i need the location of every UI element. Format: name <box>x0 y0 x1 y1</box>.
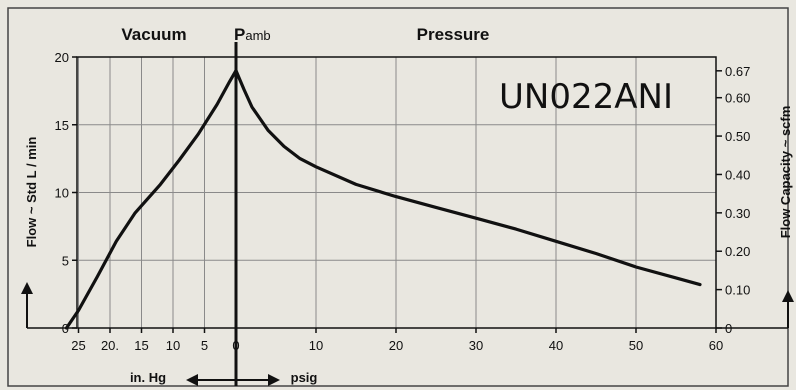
header-pamb: Pamb <box>234 25 271 44</box>
y-tick-label-right: 0.60 <box>725 91 750 106</box>
y-tick-label-right: 0.50 <box>725 129 750 144</box>
x-tick-label-pressure: 20 <box>389 338 403 353</box>
x-tick-label-pressure: 10 <box>309 338 323 353</box>
x-tick-label-vacuum: 5 <box>201 338 208 353</box>
y-tick-label-left: 10 <box>55 186 69 201</box>
tick-labels: 0 5 10 15 20 0 0.10 0.20 0.30 0.40 0.50 0.60 0.67 25 2… <box>55 50 751 353</box>
series <box>64 69 702 330</box>
x-tick-label-vacuum: 25 <box>71 338 85 353</box>
chart-border <box>7 7 789 387</box>
y-tick-label-right: 0.40 <box>725 167 750 182</box>
x-axis-label-pressure: psig <box>291 370 318 385</box>
x-tick-label-vacuum: 0 <box>232 338 239 353</box>
x-tick-label-pressure: 60 <box>709 338 723 353</box>
header-pressure: Pressure <box>417 25 490 44</box>
left-axis-arrow <box>21 282 33 328</box>
right-axis-arrow <box>782 290 794 328</box>
y-tick-label-left: 5 <box>62 253 69 268</box>
x-tick-label-pressure: 50 <box>629 338 643 353</box>
y-tick-label-left: 15 <box>55 118 69 133</box>
y-tick-label-right: 0.20 <box>725 244 750 259</box>
header-pamb-main: P <box>234 25 245 44</box>
y-tick-label-right: 0.30 <box>725 206 750 221</box>
y-axis-label-left: Flow ~ Std L / min <box>24 137 39 248</box>
direction-arrows <box>186 374 280 386</box>
grid <box>77 57 716 328</box>
x-tick-label-vacuum: 10 <box>166 338 180 353</box>
y-tick-label-right: 0.10 <box>725 283 750 298</box>
x-tick-label-vacuum: 15 <box>134 338 148 353</box>
x-tick-label-vacuum: 20. <box>101 338 119 353</box>
header-pamb-sub: amb <box>245 28 270 43</box>
x-tick-label-pressure: 40 <box>549 338 563 353</box>
y-axis-label-right: Flow Capacity ~ scfm <box>778 106 793 239</box>
header-vacuum: Vacuum <box>121 25 186 44</box>
x-tick-label-pressure: 30 <box>469 338 483 353</box>
x-axis-label-vacuum: in. Hg <box>130 370 166 385</box>
series-line-vacuum <box>64 69 238 330</box>
y-tick-label-right: 0.67 <box>725 64 750 79</box>
y-tick-label-right: 0 <box>725 321 732 336</box>
series-line-pressure <box>234 69 702 287</box>
model-label: UN022ANI <box>499 77 673 117</box>
y-tick-label-left: 20 <box>55 50 69 65</box>
